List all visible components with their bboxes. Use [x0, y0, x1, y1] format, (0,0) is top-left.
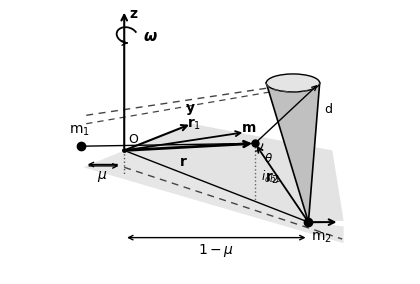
Polygon shape [266, 83, 320, 222]
Ellipse shape [266, 74, 320, 92]
Text: $\mu$: $\mu$ [97, 169, 107, 184]
Text: $\mathbf{r}$: $\mathbf{r}$ [179, 155, 188, 169]
Text: $\theta$: $\theta$ [264, 152, 273, 165]
Polygon shape [266, 74, 320, 222]
Text: z: z [130, 7, 138, 21]
Polygon shape [124, 124, 344, 222]
Text: $\mathrm{m}_1$: $\mathrm{m}_1$ [69, 123, 90, 138]
Text: $\mathbf{r}_1$: $\mathbf{r}_1$ [187, 117, 202, 132]
Text: $\boldsymbol{\omega}$: $\boldsymbol{\omega}$ [142, 29, 157, 44]
Polygon shape [84, 151, 344, 243]
Text: $1-\mu$: $1-\mu$ [198, 242, 234, 259]
Text: O: O [129, 133, 138, 146]
Text: $i_{ob1}$: $i_{ob1}$ [261, 169, 281, 185]
Text: $\mathbf{r}_2$: $\mathbf{r}_2$ [265, 171, 279, 186]
Text: m: m [242, 121, 257, 135]
Text: $\mathrm{m}_2$: $\mathrm{m}_2$ [311, 231, 332, 245]
Text: y: y [186, 101, 195, 115]
Text: d: d [324, 103, 332, 116]
